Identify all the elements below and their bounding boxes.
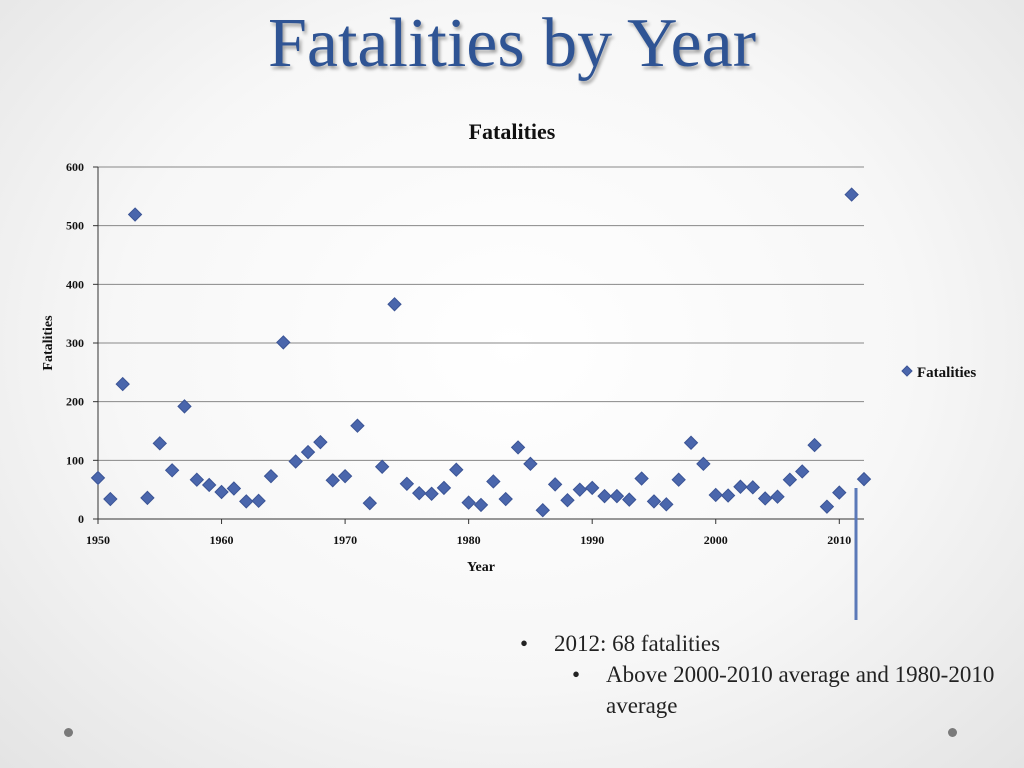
data-point: [757, 491, 773, 506]
bullet-text: Above 2000-2010 average and 1980-2010 av…: [606, 662, 995, 718]
data-point: [115, 376, 130, 392]
data-point: [597, 488, 612, 504]
data-point: [177, 399, 192, 414]
data-point: [523, 456, 538, 472]
y-tick-label: 600: [66, 160, 84, 174]
data-point: [856, 471, 872, 487]
data-point: [547, 477, 563, 492]
data-point: [622, 492, 637, 507]
x-tick-label: 1970: [333, 533, 357, 547]
legend-label: Fatalities: [917, 365, 976, 381]
bullet-dot: •: [520, 631, 529, 656]
chart-legend: Fatalities: [901, 365, 976, 381]
data-points: [90, 187, 872, 518]
x-axis-label: Year: [467, 560, 495, 575]
data-point: [696, 456, 711, 472]
data-point: [832, 485, 847, 500]
data-point: [90, 470, 106, 486]
data-point: [436, 480, 452, 496]
x-tick-label: 1980: [457, 533, 481, 547]
data-point: [251, 493, 266, 509]
data-point: [584, 480, 600, 496]
data-point: [486, 474, 501, 489]
y-tick-label: 0: [78, 512, 84, 526]
data-point: [239, 494, 254, 509]
data-point: [609, 488, 625, 504]
data-point: [300, 444, 316, 460]
data-point: [276, 335, 291, 350]
data-point: [424, 486, 439, 501]
x-tick-label: 1990: [580, 533, 604, 547]
data-point: [288, 454, 303, 469]
bullet-dot: •: [572, 662, 581, 687]
data-point: [325, 473, 340, 488]
x-tick-label: 2010: [827, 533, 851, 547]
y-tick-label: 100: [66, 453, 84, 467]
data-point: [226, 481, 242, 496]
data-point: [745, 480, 761, 495]
y-tick-label: 200: [66, 395, 84, 409]
data-point: [671, 472, 686, 487]
data-point: [412, 485, 427, 501]
data-point: [461, 495, 476, 510]
data-point: [807, 437, 822, 453]
data-point: [399, 476, 415, 492]
data-point: [844, 187, 859, 202]
data-point: [535, 502, 550, 518]
slide-title: Fatalities by Year: [267, 5, 757, 82]
data-point: [189, 472, 205, 487]
data-point: [449, 462, 464, 477]
bullet-text: 2012: 68 fatalities: [554, 631, 721, 656]
data-point: [795, 464, 810, 479]
data-point: [473, 497, 489, 513]
data-point: [201, 477, 217, 493]
data-point: [374, 459, 390, 474]
data-point: [733, 479, 748, 494]
data-point: [819, 499, 835, 514]
data-point: [646, 494, 662, 509]
legend-marker-icon: [901, 365, 913, 377]
data-point: [152, 436, 167, 451]
data-point: [498, 491, 513, 507]
data-point: [770, 489, 785, 504]
data-point: [720, 488, 736, 503]
chart-title: Fatalities: [469, 119, 556, 144]
data-point: [263, 468, 279, 484]
data-point: [140, 490, 155, 506]
data-point: [634, 471, 649, 486]
data-point: [560, 493, 575, 508]
data-point: [337, 468, 353, 484]
data-point: [572, 482, 588, 497]
y-axis-label: Fatalities: [41, 315, 56, 371]
x-tick-label: 1960: [210, 533, 234, 547]
data-point: [659, 497, 674, 512]
data-point: [510, 440, 526, 455]
data-point: [350, 418, 365, 433]
data-point: [214, 484, 229, 500]
sub-bullet-item: • Above 2000-2010 average and 1980-2010 …: [572, 659, 1000, 721]
y-tick-label: 500: [66, 219, 84, 233]
data-point: [127, 207, 143, 222]
data-point: [387, 297, 402, 312]
y-tick-label: 300: [66, 336, 84, 350]
data-point: [782, 472, 798, 487]
data-point: [164, 463, 180, 478]
bullet-item: • 2012: 68 fatalities: [520, 628, 1000, 659]
data-point: [103, 491, 118, 507]
data-point: [362, 495, 378, 511]
x-tick-label: 1950: [86, 533, 110, 547]
x-tick-label: 2000: [704, 533, 728, 547]
data-point: [313, 434, 328, 450]
gridlines: [98, 166, 864, 461]
decorative-dot: [948, 728, 957, 737]
data-point: [683, 435, 699, 450]
axis-ticks: 0 100 200 300 400 500 600 1950 1960 1970 1980 1990 2…: [66, 160, 851, 547]
bullet-list: • 2012: 68 fatalities • Above 2000-2010 …: [520, 628, 1000, 721]
data-point: [708, 487, 723, 503]
decorative-dot: [64, 728, 73, 737]
y-tick-label: 400: [66, 277, 84, 291]
